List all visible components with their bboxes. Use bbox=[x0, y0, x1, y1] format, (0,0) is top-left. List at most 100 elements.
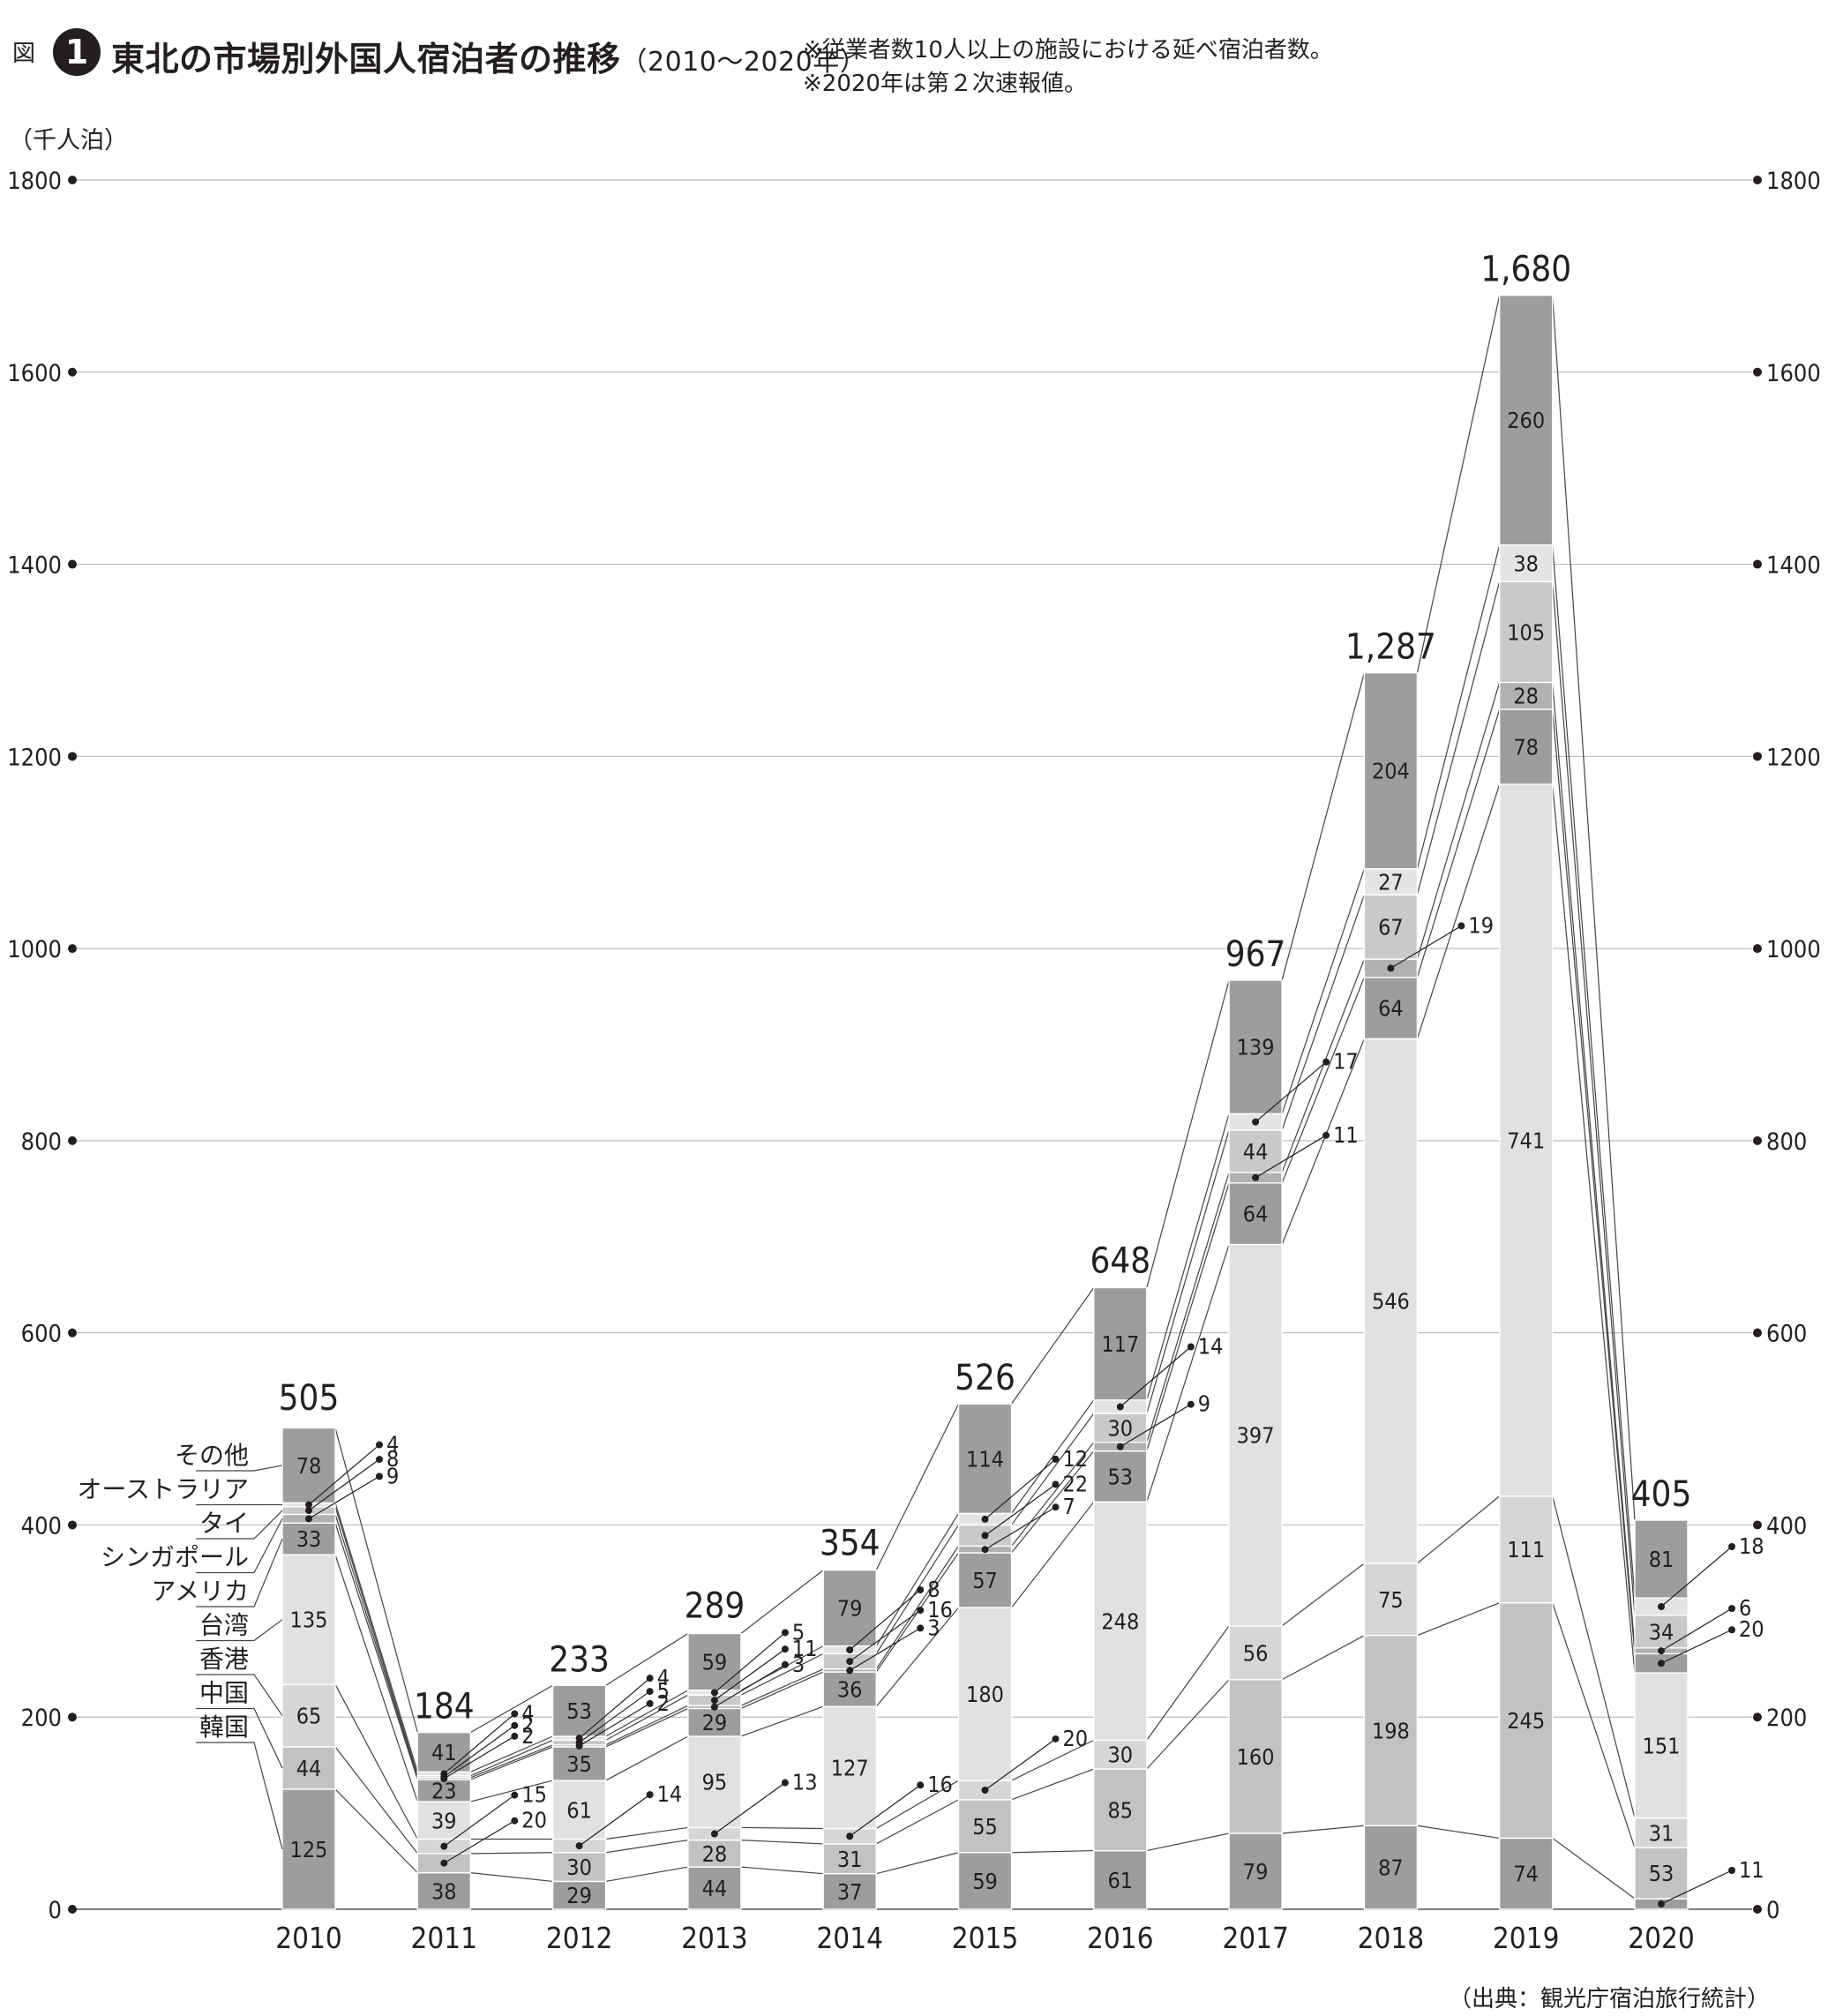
segment-value-label: 79 bbox=[837, 1596, 863, 1622]
callout-value-label: 4 bbox=[386, 1432, 399, 1458]
segment-value-label: 44 bbox=[702, 1876, 728, 1901]
y-tick-label-right: 1400 bbox=[1766, 552, 1821, 580]
y-tick-label-right: 1200 bbox=[1766, 744, 1821, 771]
bar-segment bbox=[822, 1569, 877, 1647]
connector-line bbox=[605, 1632, 689, 1686]
chart-title-text: 東北の市場別外国人宿泊者の推移 bbox=[111, 40, 621, 79]
callout-value-label: 8 bbox=[927, 1577, 940, 1602]
legend-label: 香港 bbox=[199, 1645, 249, 1674]
connector-line bbox=[470, 1746, 553, 1780]
bar-segment bbox=[822, 1873, 877, 1910]
connector-line bbox=[1552, 295, 1636, 1521]
bar-segment bbox=[416, 1801, 471, 1840]
x-tick-label: 2018 bbox=[1358, 1921, 1425, 1955]
bar-segment bbox=[687, 1839, 742, 1868]
total-value-label: 1,287 bbox=[1345, 627, 1436, 668]
segment-value-label: 87 bbox=[1378, 1855, 1404, 1881]
segment-value-label: 260 bbox=[1507, 408, 1545, 433]
callout-end-dot bbox=[511, 1732, 519, 1740]
connector-line bbox=[334, 1683, 418, 1840]
callout-value-label: 5 bbox=[792, 1619, 805, 1645]
segment-value-label: 53 bbox=[1649, 1861, 1674, 1886]
connector-line bbox=[1011, 1739, 1095, 1781]
total-value-label: 526 bbox=[955, 1358, 1015, 1398]
segment-value-label: 127 bbox=[831, 1755, 869, 1780]
legend-label: 台湾 bbox=[199, 1611, 249, 1640]
segment-value-label: 53 bbox=[566, 1698, 592, 1724]
connector-line bbox=[605, 1707, 689, 1748]
callout-leader bbox=[1255, 1061, 1327, 1123]
segment-value-label: 41 bbox=[431, 1740, 457, 1765]
segment-value-label: 81 bbox=[1649, 1547, 1674, 1572]
callout-leader bbox=[443, 1713, 515, 1774]
segment-value-label: 397 bbox=[1237, 1423, 1275, 1449]
bar-segment bbox=[687, 1735, 742, 1829]
connector-line bbox=[740, 1826, 824, 1830]
segment-value-label: 35 bbox=[566, 1751, 592, 1777]
total-value-label: 184 bbox=[414, 1687, 475, 1727]
callout-end-dot bbox=[1052, 1455, 1060, 1463]
y-tick-dot-right bbox=[1753, 752, 1762, 761]
callout-value-label: 3 bbox=[792, 1652, 805, 1677]
y-tick-label-left: 1400 bbox=[7, 552, 62, 580]
bar-segment bbox=[1634, 1672, 1689, 1819]
connector-line bbox=[1552, 783, 1636, 1674]
bar-segment bbox=[957, 1852, 1013, 1910]
y-tick-label-left: 0 bbox=[49, 1897, 62, 1924]
y-tick-dot-right bbox=[1753, 367, 1762, 377]
callout-leader bbox=[1660, 1546, 1733, 1608]
total-value-label: 289 bbox=[685, 1585, 745, 1626]
x-tick-label: 2013 bbox=[681, 1921, 748, 1955]
connector-line bbox=[334, 1503, 418, 1772]
callout-value-label: 20 bbox=[1739, 1616, 1764, 1642]
figure-prefix: 図 bbox=[12, 41, 36, 67]
callout-leader bbox=[849, 1784, 921, 1837]
segment-value-label: 64 bbox=[1378, 996, 1404, 1022]
bar-segment bbox=[1093, 1286, 1148, 1401]
x-tick-label: 2015 bbox=[952, 1921, 1019, 1955]
callout-value-label: 16 bbox=[927, 1597, 953, 1623]
legend-label: その他 bbox=[175, 1441, 249, 1470]
segment-value-label: 67 bbox=[1378, 915, 1404, 941]
y-tick-dot-left bbox=[68, 944, 77, 954]
segment-value-label: 61 bbox=[566, 1797, 592, 1823]
callout-end-dot bbox=[1052, 1735, 1060, 1742]
bar-segment bbox=[1498, 1495, 1554, 1604]
callout-value-label: 17 bbox=[1333, 1049, 1359, 1075]
callout-value-label: 13 bbox=[792, 1770, 818, 1795]
y-tick-label-right: 1600 bbox=[1766, 360, 1821, 387]
callout-leader bbox=[985, 1458, 1056, 1520]
segment-value-label: 31 bbox=[1649, 1820, 1674, 1846]
connector-line bbox=[334, 1523, 418, 1780]
bar-segment bbox=[1498, 294, 1554, 546]
connector-line bbox=[1011, 1287, 1095, 1405]
callout-leader bbox=[579, 1703, 650, 1747]
y-tick-dot-right bbox=[1753, 1712, 1762, 1722]
segment-value-label: 34 bbox=[1649, 1619, 1674, 1645]
connector-line bbox=[605, 1690, 689, 1737]
callout-end-dot bbox=[376, 1441, 383, 1449]
segment-value-label: 546 bbox=[1372, 1289, 1410, 1315]
y-tick-dot-left bbox=[68, 175, 77, 184]
callout-end-dot bbox=[511, 1791, 519, 1799]
callout-leader bbox=[985, 1738, 1056, 1791]
y-tick-dot-right bbox=[1753, 1328, 1762, 1338]
callout-leader bbox=[849, 1589, 921, 1651]
callout-end-dot bbox=[646, 1699, 654, 1707]
connector-line bbox=[605, 1735, 689, 1781]
connector-line bbox=[740, 1839, 824, 1845]
y-tick-label-left: 800 bbox=[21, 1128, 62, 1156]
callout-value-label: 14 bbox=[1198, 1334, 1224, 1360]
segment-value-label: 248 bbox=[1101, 1608, 1139, 1634]
callout-end-dot bbox=[376, 1456, 383, 1464]
segment-value-label: 95 bbox=[702, 1770, 728, 1795]
y-tick-label-right: 1000 bbox=[1766, 936, 1821, 963]
segment-value-label: 117 bbox=[1101, 1331, 1139, 1357]
bar-segment bbox=[687, 1632, 742, 1691]
y-tick-label-right: 800 bbox=[1766, 1128, 1807, 1156]
y-tick-label-right: 400 bbox=[1766, 1512, 1807, 1540]
x-tick-label: 2017 bbox=[1222, 1921, 1289, 1955]
bar-segment bbox=[551, 1746, 607, 1781]
